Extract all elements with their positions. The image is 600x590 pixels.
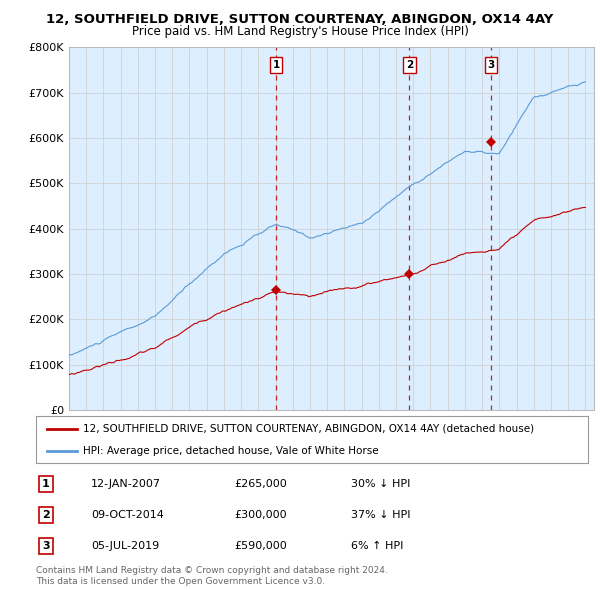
Text: 09-OCT-2014: 09-OCT-2014	[91, 510, 164, 520]
Text: £265,000: £265,000	[235, 478, 287, 489]
Text: Contains HM Land Registry data © Crown copyright and database right 2024.
This d: Contains HM Land Registry data © Crown c…	[36, 566, 388, 586]
Text: Price paid vs. HM Land Registry's House Price Index (HPI): Price paid vs. HM Land Registry's House …	[131, 25, 469, 38]
Text: 6% ↑ HPI: 6% ↑ HPI	[350, 541, 403, 551]
Text: 05-JUL-2019: 05-JUL-2019	[91, 541, 160, 551]
Text: 37% ↓ HPI: 37% ↓ HPI	[350, 510, 410, 520]
Text: 12, SOUTHFIELD DRIVE, SUTTON COURTENAY, ABINGDON, OX14 4AY: 12, SOUTHFIELD DRIVE, SUTTON COURTENAY, …	[46, 13, 554, 26]
Text: 12-JAN-2007: 12-JAN-2007	[91, 478, 161, 489]
Text: 1: 1	[272, 60, 280, 70]
Text: 12, SOUTHFIELD DRIVE, SUTTON COURTENAY, ABINGDON, OX14 4AY (detached house): 12, SOUTHFIELD DRIVE, SUTTON COURTENAY, …	[83, 424, 534, 434]
Text: 2: 2	[406, 60, 413, 70]
Text: 3: 3	[42, 541, 50, 551]
Text: 1: 1	[42, 478, 50, 489]
Text: £300,000: £300,000	[235, 510, 287, 520]
Text: 2: 2	[42, 510, 50, 520]
Text: 3: 3	[487, 60, 494, 70]
Text: HPI: Average price, detached house, Vale of White Horse: HPI: Average price, detached house, Vale…	[83, 447, 379, 456]
Text: 30% ↓ HPI: 30% ↓ HPI	[350, 478, 410, 489]
Text: £590,000: £590,000	[235, 541, 287, 551]
